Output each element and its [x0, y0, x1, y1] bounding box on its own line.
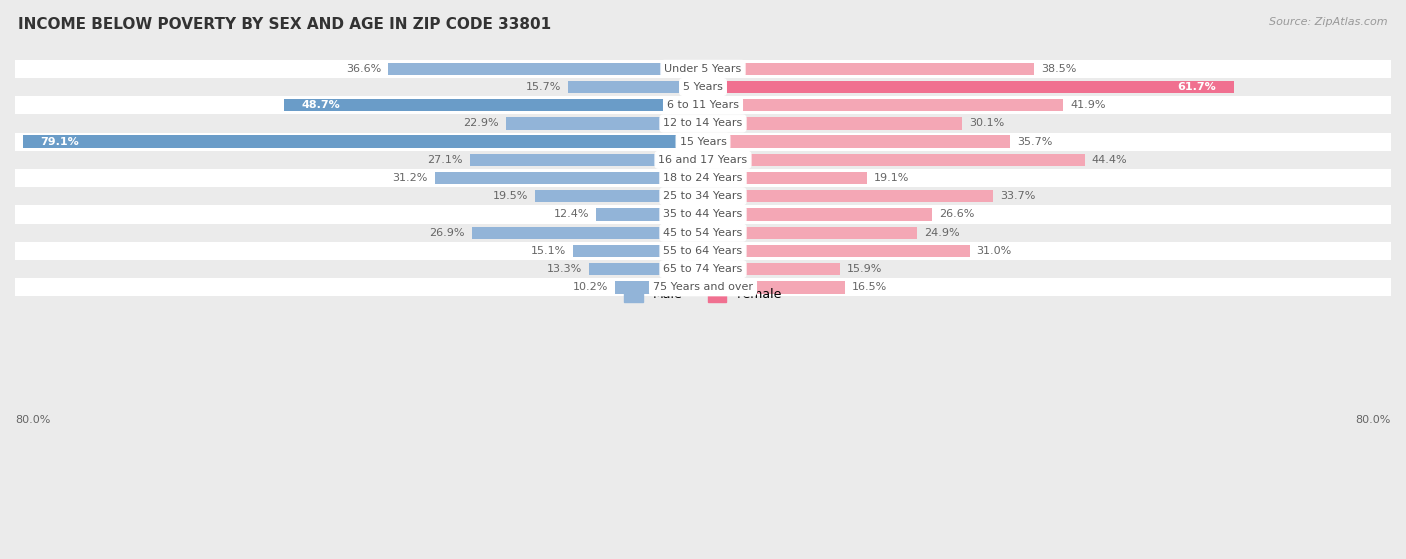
Text: 30.1%: 30.1% [969, 119, 1004, 129]
Text: 38.5%: 38.5% [1040, 64, 1077, 74]
Bar [703, 226, 917, 239]
Bar [15, 187, 1391, 205]
Text: 19.5%: 19.5% [494, 191, 529, 201]
Bar [22, 135, 703, 148]
Bar [15, 242, 1391, 260]
Text: 35 to 44 Years: 35 to 44 Years [664, 210, 742, 220]
Text: 22.9%: 22.9% [464, 119, 499, 129]
Text: 12.4%: 12.4% [554, 210, 589, 220]
Bar [536, 190, 703, 202]
Bar [703, 154, 1085, 166]
Text: 35.7%: 35.7% [1017, 136, 1052, 146]
Bar [703, 135, 1010, 148]
Text: INCOME BELOW POVERTY BY SEX AND AGE IN ZIP CODE 33801: INCOME BELOW POVERTY BY SEX AND AGE IN Z… [18, 17, 551, 32]
Bar [596, 209, 703, 221]
Text: 75 Years and over: 75 Years and over [652, 282, 754, 292]
Text: 16 and 17 Years: 16 and 17 Years [658, 155, 748, 165]
Text: 25 to 34 Years: 25 to 34 Years [664, 191, 742, 201]
Bar [15, 132, 1391, 151]
Bar [15, 169, 1391, 187]
Text: Source: ZipAtlas.com: Source: ZipAtlas.com [1270, 17, 1388, 27]
Bar [15, 224, 1391, 242]
Bar [703, 209, 932, 221]
Text: 18 to 24 Years: 18 to 24 Years [664, 173, 742, 183]
Bar [589, 263, 703, 275]
Bar [703, 190, 993, 202]
Bar [703, 63, 1033, 75]
Text: 55 to 64 Years: 55 to 64 Years [664, 246, 742, 256]
Bar [703, 99, 1063, 111]
Bar [15, 96, 1391, 115]
Text: 5 Years: 5 Years [683, 82, 723, 92]
Text: 19.1%: 19.1% [875, 173, 910, 183]
Bar [471, 226, 703, 239]
Text: 31.2%: 31.2% [392, 173, 427, 183]
Text: 33.7%: 33.7% [1000, 191, 1035, 201]
Bar [616, 281, 703, 293]
Bar [703, 263, 839, 275]
Bar [15, 115, 1391, 132]
Text: 65 to 74 Years: 65 to 74 Years [664, 264, 742, 274]
Text: 36.6%: 36.6% [346, 64, 381, 74]
Text: 16.5%: 16.5% [852, 282, 887, 292]
Text: 12 to 14 Years: 12 to 14 Years [664, 119, 742, 129]
Bar [15, 151, 1391, 169]
Text: 26.6%: 26.6% [939, 210, 974, 220]
Text: 45 to 54 Years: 45 to 54 Years [664, 228, 742, 238]
Text: 79.1%: 79.1% [39, 136, 79, 146]
Bar [703, 172, 868, 184]
Bar [284, 99, 703, 111]
Bar [574, 245, 703, 257]
Bar [15, 260, 1391, 278]
Text: 15.7%: 15.7% [526, 82, 561, 92]
Text: 80.0%: 80.0% [15, 415, 51, 425]
Text: 6 to 11 Years: 6 to 11 Years [666, 100, 740, 110]
Bar [15, 78, 1391, 96]
Text: 15.1%: 15.1% [531, 246, 567, 256]
Legend: Male, Female: Male, Female [619, 282, 787, 307]
Text: Under 5 Years: Under 5 Years [665, 64, 741, 74]
Text: 27.1%: 27.1% [427, 155, 463, 165]
Bar [470, 154, 703, 166]
Bar [703, 281, 845, 293]
Text: 80.0%: 80.0% [1355, 415, 1391, 425]
Text: 24.9%: 24.9% [924, 228, 960, 238]
Text: 15.9%: 15.9% [846, 264, 882, 274]
Bar [434, 172, 703, 184]
Text: 10.2%: 10.2% [574, 282, 609, 292]
Bar [568, 81, 703, 93]
Text: 26.9%: 26.9% [429, 228, 465, 238]
Bar [15, 278, 1391, 296]
Text: 61.7%: 61.7% [1178, 82, 1216, 92]
Bar [506, 117, 703, 130]
Bar [703, 117, 962, 130]
Bar [15, 60, 1391, 78]
Text: 13.3%: 13.3% [547, 264, 582, 274]
Text: 44.4%: 44.4% [1091, 155, 1128, 165]
Bar [703, 245, 970, 257]
Bar [703, 81, 1233, 93]
Bar [15, 205, 1391, 224]
Text: 41.9%: 41.9% [1070, 100, 1105, 110]
Text: 31.0%: 31.0% [977, 246, 1012, 256]
Text: 15 Years: 15 Years [679, 136, 727, 146]
Bar [388, 63, 703, 75]
Text: 48.7%: 48.7% [301, 100, 340, 110]
